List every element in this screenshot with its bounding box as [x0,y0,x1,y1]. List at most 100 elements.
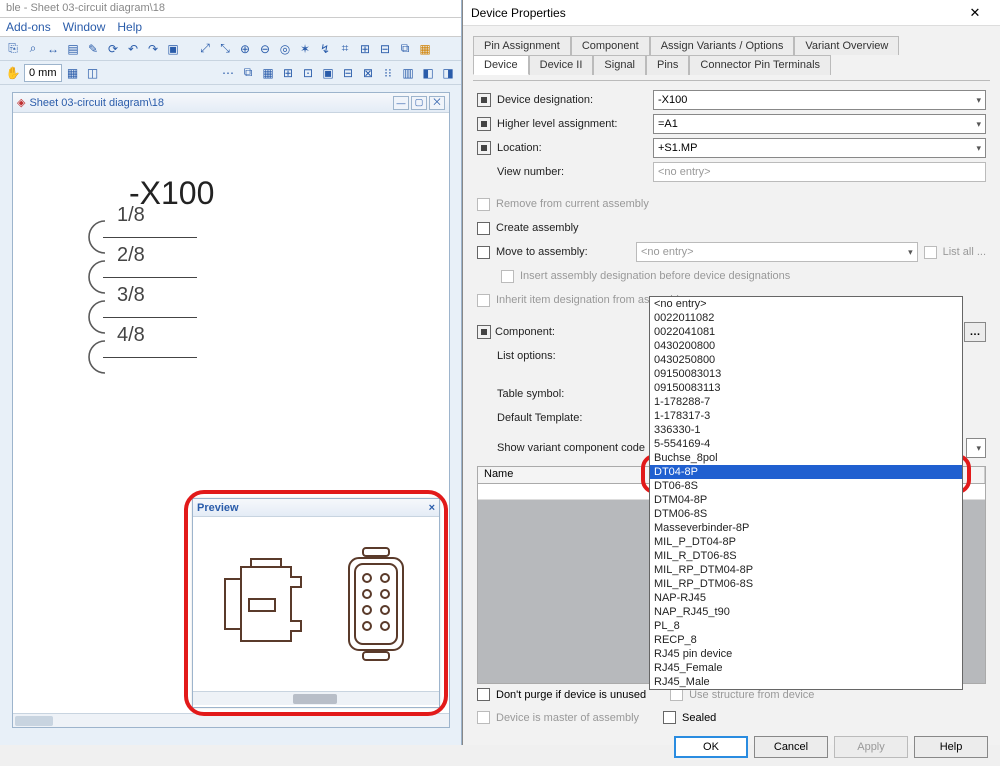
tool-icon[interactable]: ⊠ [359,64,377,82]
tool-icon[interactable]: ↶ [124,40,142,58]
tool-zoom-in-icon[interactable]: ⤢ [196,40,214,58]
tool-icon[interactable]: ▣ [319,64,337,82]
dropdown-option[interactable]: 0022041081 [650,325,962,339]
chk-move[interactable] [477,246,490,259]
tool-icon[interactable]: ⋯ [219,64,237,82]
tool-icon[interactable]: ✶ [296,40,314,58]
chk-create[interactable] [477,222,490,235]
tool-icon[interactable]: ◧ [419,64,437,82]
dropdown-option[interactable]: 09150083013 [650,367,962,381]
dropdown-option[interactable]: 336330-1 [650,423,962,437]
menu-help[interactable]: Help [117,20,142,34]
input-device-designation[interactable]: -X100▾ [653,90,986,110]
preview-panel: Preview × [192,498,440,708]
mm-input[interactable]: 0 mm [24,64,62,82]
tab-assign-variants[interactable]: Assign Variants / Options [650,36,795,55]
hand-icon[interactable]: ✋ [4,64,22,82]
opt-dont-purge[interactable]: Don't purge if device is unused [477,688,646,701]
tool-icon[interactable]: ⌕ [24,40,42,58]
dropdown-option[interactable]: MIL_R_DT06-8S [650,549,962,563]
tool-zoom-out-icon[interactable]: ⤡ [216,40,234,58]
tool-icon[interactable]: ▥ [399,64,417,82]
dropdown-option[interactable]: MIL_RP_DTM06-8S [650,577,962,591]
h-scrollbar[interactable] [13,713,449,727]
preview-close-icon[interactable]: × [429,502,435,514]
input-location[interactable]: +S1.MP▾ [653,138,986,158]
dropdown-option[interactable]: RJ45_Male [650,675,962,689]
ok-button[interactable]: OK [674,736,748,758]
dialog-close-icon[interactable]: ✕ [958,3,992,23]
input-higher-level[interactable]: =A1▾ [653,114,986,134]
dropdown-option[interactable]: DT06-8S [650,479,962,493]
menu-addons[interactable]: Add-ons [6,20,51,34]
tool-icon[interactable]: ⊞ [356,40,374,58]
tab-device-ii[interactable]: Device II [529,55,594,75]
tab-device[interactable]: Device [473,55,529,75]
tool-icon[interactable]: ⊖ [256,40,274,58]
dropdown-option[interactable]: 0430200800 [650,339,962,353]
min-button[interactable]: — [393,96,409,110]
tool-icon[interactable]: ▦ [416,40,434,58]
variant-caret[interactable]: ▾ [966,438,986,458]
menu-window[interactable]: Window [63,20,106,34]
opt-sealed[interactable]: Sealed [663,711,716,724]
tab-connector-pin-terminals[interactable]: Connector Pin Terminals [689,55,831,75]
tool-icon[interactable]: ⊞ [279,64,297,82]
dropdown-option[interactable]: DTM04-8P [650,493,962,507]
tool-icon[interactable]: ◫ [84,64,102,82]
dropdown-option[interactable]: 1-178317-3 [650,409,962,423]
dropdown-option[interactable]: RECP_8 [650,633,962,647]
tab-component[interactable]: Component [571,36,650,55]
tool-icon[interactable]: ⊟ [376,40,394,58]
dropdown-option[interactable]: DT04-8P [650,465,962,479]
tab-pin-assignment[interactable]: Pin Assignment [473,36,571,55]
browse-button[interactable]: … [964,322,986,342]
tool-icon[interactable]: ⧉ [396,40,414,58]
tool-icon[interactable]: ⊡ [299,64,317,82]
tool-icon[interactable]: ◨ [439,64,457,82]
max-button[interactable]: ▢ [411,96,427,110]
tab-pins[interactable]: Pins [646,55,689,75]
tool-icon[interactable]: ▦ [64,64,82,82]
dropdown-option[interactable]: 0430250800 [650,353,962,367]
tool-icon[interactable]: ⊟ [339,64,357,82]
tab-variant-overview[interactable]: Variant Overview [794,36,899,55]
tool-icon[interactable]: ⁝⁝ [379,64,397,82]
dropdown-option[interactable]: MIL_RP_DTM04-8P [650,563,962,577]
tool-icon[interactable]: ▣ [164,40,182,58]
tool-icon[interactable]: ▤ [64,40,82,58]
tool-icon[interactable]: ↔ [44,40,62,58]
tool-icon[interactable]: ◎ [276,40,294,58]
dropdown-option[interactable]: DTM06-8S [650,507,962,521]
dropdown-option[interactable]: 0022011082 [650,311,962,325]
tool-icon[interactable]: ⟳ [104,40,122,58]
dropdown-option[interactable]: 09150083113 [650,381,962,395]
cancel-button[interactable]: Cancel [754,736,828,758]
tab-signal[interactable]: Signal [593,55,646,75]
tool-icon[interactable]: ⧉ [239,64,257,82]
help-button[interactable]: Help [914,736,988,758]
component-dropdown[interactable]: <no entry>002201108200220410810430200800… [649,296,963,690]
label-list-options: List options: [497,350,647,362]
close-button[interactable]: ⨉ [429,96,445,110]
tool-icon[interactable]: ⌗ [336,40,354,58]
tool-icon[interactable]: ⎘ [4,40,22,58]
dropdown-option[interactable]: MIL_P_DT04-8P [650,535,962,549]
dropdown-option[interactable]: 5-554169-4 [650,437,962,451]
dropdown-option[interactable]: NAP_RJ45_t90 [650,605,962,619]
dropdown-option[interactable]: 1-178288-7 [650,395,962,409]
dropdown-option[interactable]: Masseverbinder-8P [650,521,962,535]
tool-icon[interactable]: ▦ [259,64,277,82]
dropdown-option[interactable]: RJ45 pin device [650,647,962,661]
dropdown-option[interactable]: <no entry> [650,297,962,311]
dropdown-option[interactable]: RJ45_Female [650,661,962,675]
tool-zoom-fit-icon[interactable]: ⊕ [236,40,254,58]
preview-scrollbar[interactable] [193,691,439,705]
dropdown-option[interactable]: Buchse_8pol [650,451,962,465]
tool-icon[interactable]: ↯ [316,40,334,58]
tool-icon[interactable]: ↷ [144,40,162,58]
dropdown-option[interactable]: PL_8 [650,619,962,633]
pin-label: 2/8 [117,244,177,267]
dropdown-option[interactable]: NAP-RJ45 [650,591,962,605]
tool-icon[interactable]: ✎ [84,40,102,58]
